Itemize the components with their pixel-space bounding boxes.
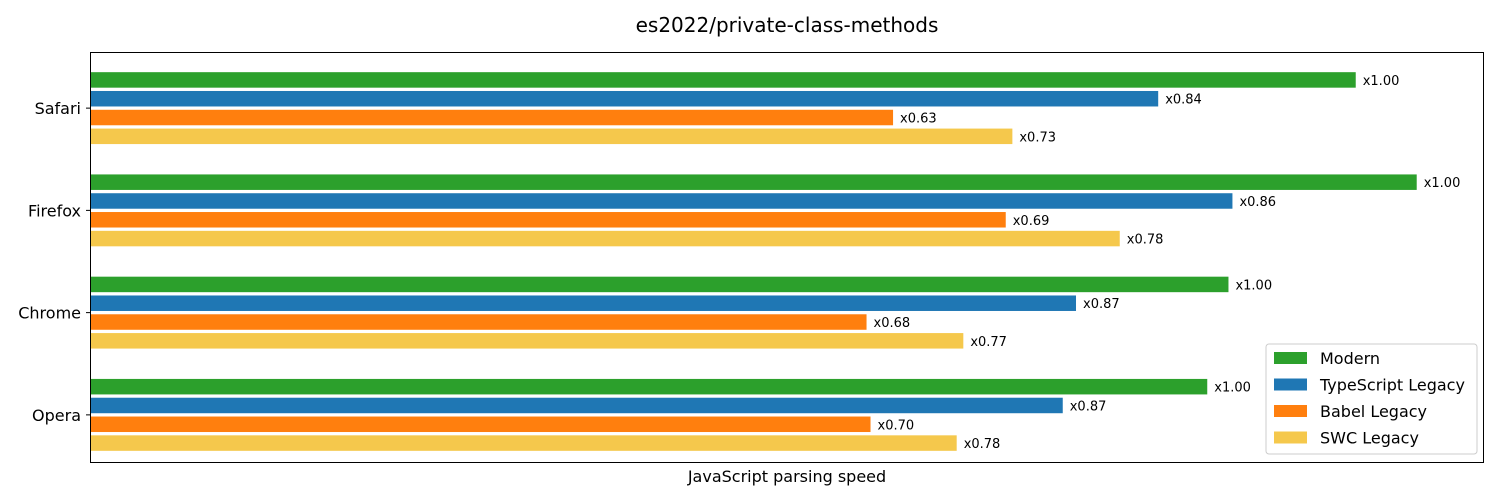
category-label-opera: Opera bbox=[32, 406, 81, 425]
bar-safari-modern bbox=[91, 72, 1356, 88]
legend-label-babel-legacy: Babel Legacy bbox=[1320, 402, 1427, 421]
legend: Modern TypeScript Legacy Babel Legacy SWC L… bbox=[1265, 343, 1478, 455]
legend-label-modern: Modern bbox=[1320, 349, 1380, 368]
bar-chrome-typescript-legacy bbox=[91, 295, 1077, 311]
bar-value-label: x0.87 bbox=[1083, 297, 1120, 312]
bar-firefox-babel-legacy bbox=[91, 212, 1006, 228]
bar-firefox-typescript-legacy bbox=[91, 193, 1233, 209]
bar-opera-modern bbox=[91, 378, 1208, 395]
bar-value-label: x1.00 bbox=[1235, 278, 1272, 293]
chart-title: es2022/private-class-methods bbox=[636, 13, 939, 37]
bar-firefox-swc-legacy bbox=[91, 230, 1120, 247]
legend-box bbox=[1265, 343, 1478, 455]
category-axis: Safari Firefox Chrome Opera bbox=[18, 99, 91, 425]
bar-value-label: x1.00 bbox=[1363, 74, 1400, 89]
bar-value-label: x1.00 bbox=[1214, 381, 1251, 396]
bar-value-label: x0.78 bbox=[964, 437, 1001, 452]
bar-value-label: x0.77 bbox=[970, 335, 1007, 350]
bar-safari-babel-legacy bbox=[91, 109, 894, 126]
bar-value-label: x0.78 bbox=[1127, 233, 1164, 248]
bar-opera-swc-legacy bbox=[91, 435, 957, 451]
bar-value-label: x0.84 bbox=[1165, 93, 1202, 108]
category-label-firefox: Firefox bbox=[28, 201, 81, 220]
x-axis-label: JavaScript parsing speed bbox=[687, 467, 886, 486]
legend-label-swc-legacy: SWC Legacy bbox=[1320, 429, 1419, 448]
bar-value-label: x0.69 bbox=[1013, 214, 1050, 229]
bar-chrome-babel-legacy bbox=[91, 314, 867, 330]
bar-safari-swc-legacy bbox=[91, 128, 1013, 145]
bar-value-label: x0.70 bbox=[878, 418, 915, 433]
bar-value-label: x0.68 bbox=[874, 316, 911, 331]
category-label-safari: Safari bbox=[35, 99, 81, 118]
bar-chrome-swc-legacy bbox=[91, 333, 964, 349]
bar-opera-babel-legacy bbox=[91, 416, 871, 433]
bar-value-label: x0.73 bbox=[1019, 130, 1056, 145]
bar-firefox-modern bbox=[91, 174, 1417, 190]
legend-swatch-typescript-legacy bbox=[1274, 378, 1307, 391]
bar-chrome-modern bbox=[91, 276, 1229, 293]
legend-swatch-swc-legacy bbox=[1274, 431, 1307, 444]
plot-frame bbox=[90, 52, 1484, 463]
legend-swatch-babel-legacy bbox=[1274, 405, 1307, 417]
bar-opera-typescript-legacy bbox=[91, 397, 1063, 414]
bar-value-label: x0.63 bbox=[900, 112, 937, 127]
bar-value-label: x0.86 bbox=[1239, 195, 1276, 210]
bars-layer: x1.00 x0.84 x0.63 x0.73 x1.00 x0.86 x0.69 x0.78… bbox=[91, 72, 1460, 452]
legend-swatch-modern bbox=[1274, 352, 1307, 364]
legend-label-typescript-legacy: TypeScript Legacy bbox=[1319, 376, 1465, 395]
bar-safari-typescript-legacy bbox=[91, 90, 1159, 107]
bar-value-label: x0.87 bbox=[1070, 399, 1107, 414]
bar-value-label: x1.00 bbox=[1424, 176, 1461, 191]
category-label-chrome: Chrome bbox=[18, 304, 81, 323]
